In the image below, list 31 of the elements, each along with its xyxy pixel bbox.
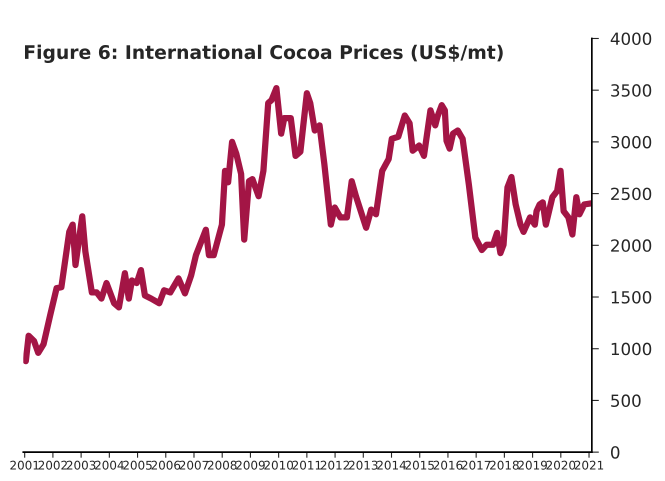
x-tick-label: 2019: [518, 460, 547, 470]
x-tick-label: 2003: [66, 460, 96, 470]
x-tick-label: 2016: [434, 460, 462, 470]
x-tick-label: 2009: [236, 460, 265, 470]
x-tick-label: 2020: [546, 460, 576, 470]
x-tick-label: 2002: [38, 460, 67, 470]
x-tick-label: 2012: [320, 460, 350, 470]
x-tick-label: 2011: [292, 460, 321, 470]
x-tick-label: 2021: [574, 460, 604, 470]
x-tick-label: 2004: [95, 460, 124, 470]
x-tick-label: 2010: [264, 460, 294, 470]
x-tick-label: 2006: [151, 460, 180, 470]
x-tick-label: 2015: [405, 460, 434, 470]
y-tick-label: 2000: [611, 239, 652, 252]
y-tick-label: 1500: [612, 290, 652, 304]
x-tick-label: 2014: [377, 460, 406, 470]
x-tick-label: 2017: [462, 460, 490, 470]
x-tick-label: 2005: [123, 460, 152, 470]
x-tick-label: 2008: [208, 460, 237, 470]
y-tick-label: 0: [611, 446, 620, 459]
y-tick-label: 3500: [611, 84, 652, 97]
y-tick-label: 2500: [611, 188, 652, 200]
x-tick-label: 2018: [490, 460, 519, 470]
x-tick-label: 2007: [180, 460, 208, 470]
x-tick-label: 2013: [348, 460, 378, 470]
chart-title: Figure 6: International Cocoa Prices (US$/mt): [25, 44, 503, 63]
x-tick-label: 2001: [10, 460, 39, 470]
y-tick-label: 1000: [612, 342, 652, 356]
y-tick-label: 500: [611, 394, 641, 407]
y-tick-label: 3000: [611, 136, 652, 148]
y-tick-label: 4000: [610, 32, 652, 46]
